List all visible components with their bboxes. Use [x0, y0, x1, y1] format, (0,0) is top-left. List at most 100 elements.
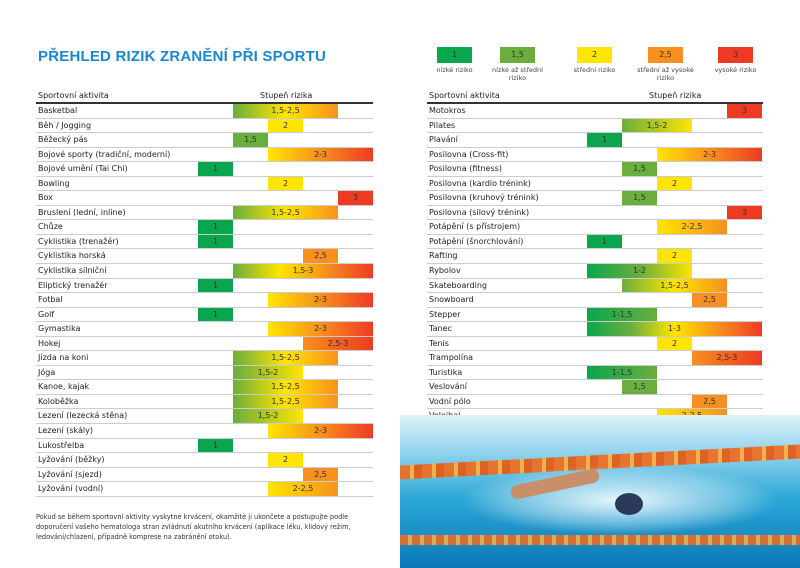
page-title: PŘEHLED RIZIK ZRANĚNÍ PŘI SPORTU: [38, 48, 327, 65]
table-row: Bojové umění (Tai Chi) 1: [36, 162, 373, 177]
legend-label: nízké riziko: [436, 66, 473, 74]
activity-name: Jízda na koni: [38, 353, 89, 363]
legend-swatch: 1: [437, 47, 472, 63]
table-row: Eliptický trenažér 1: [36, 278, 373, 294]
left-risk-table: Sportovní aktivita Stupeň rizika Basketb…: [36, 88, 373, 497]
risk-bar: 1: [198, 438, 233, 453]
table-row: Jízda na koni 1,5-2,5: [36, 351, 373, 366]
header-activity: Sportovní aktivita: [38, 91, 109, 100]
table-row: Rafting 2: [427, 249, 763, 265]
risk-bar: 2-3: [657, 147, 762, 162]
activity-name: Tenis: [429, 338, 449, 348]
table-row: Posilovna (silový trénink) 3: [427, 205, 763, 221]
activity-name: Lyžování (běžky): [38, 455, 105, 465]
activity-name: Cyklistika silniční: [38, 266, 107, 276]
table-row: Koloběžka 1,5-2,5: [36, 394, 373, 410]
risk-bar: 1,5-3: [233, 264, 373, 278]
table-row: Kanoe, kajak 1,5-2,5: [36, 380, 373, 395]
activity-name: Golf: [38, 309, 55, 319]
legend-swatch: 3: [718, 47, 753, 63]
legend-item: 3 vysoké riziko: [701, 47, 771, 74]
risk-bar: 1-1,5: [587, 365, 657, 380]
legend-swatch: 2,5: [648, 47, 683, 63]
legend-label: střední až vysoké riziko: [637, 66, 694, 82]
risk-bar: 2: [657, 336, 692, 351]
activity-name: Lukostřelba: [38, 440, 85, 450]
activity-name: Lyžování (vodní): [38, 484, 104, 494]
table-row: Snowboard 2,5: [427, 293, 763, 308]
activity-name: Plavání: [429, 135, 458, 145]
activity-name: Potápění (s přístrojem): [429, 222, 521, 232]
table-row: Posilovna (kruhový trénink) 1,5: [427, 191, 763, 206]
table-row: Vodní pólo 2,5: [427, 394, 763, 410]
activity-name: Kanoe, kajak: [38, 382, 90, 392]
right-risk-table: Sportovní aktivita Stupeň rizika Motokro…: [427, 88, 763, 439]
risk-bar: 3: [727, 205, 762, 220]
risk-bar: 2: [268, 453, 303, 467]
risk-bar: 1: [198, 220, 233, 234]
activity-name: Eliptický trenažér: [38, 280, 108, 290]
table-row: Stepper 1-1,5: [427, 307, 763, 323]
activity-name: Posilovna (silový trénink): [429, 207, 530, 217]
table-row: Cyklistika (trenažér) 1: [36, 234, 373, 250]
activity-name: Posilovna (Cross-fit): [429, 149, 509, 159]
risk-bar: 1,5-2,5: [622, 278, 727, 293]
activity-name: Cyklistika (trenažér): [38, 236, 119, 246]
risk-bar: 1,5-2,5: [233, 380, 338, 394]
activity-name: Stepper: [429, 309, 461, 319]
risk-bar: 2: [657, 249, 692, 263]
risk-bar: 1-3: [587, 322, 762, 336]
table-row: Fotbal 2-3: [36, 293, 373, 308]
activity-name: Motokros: [429, 106, 466, 115]
risk-bar: 1,5-2,5: [233, 394, 338, 409]
legend-swatch: 1,5: [500, 47, 535, 63]
activity-name: Běžecký pás: [38, 135, 88, 145]
risk-bar: 1: [587, 133, 622, 147]
activity-name: Vodní pólo: [429, 396, 471, 406]
table-row: Lyžování (vodní) 2-2,5: [36, 482, 373, 497]
activity-name: Skateboarding: [429, 280, 488, 290]
risk-bar: 2-3: [268, 293, 373, 307]
activity-name: Gymastika: [38, 324, 81, 334]
risk-bar: 2: [268, 118, 303, 133]
risk-bar: 2: [268, 176, 303, 191]
table-row: Trampolína 2,5-3: [427, 351, 763, 366]
risk-bar: 1,5-2: [233, 409, 303, 423]
activity-name: Snowboard: [429, 295, 474, 305]
activity-name: Posilovna (fitness): [429, 164, 502, 174]
risk-bar: 1: [587, 234, 622, 249]
swimmer-photo: [400, 415, 800, 568]
activity-name: Rybolov: [429, 266, 461, 276]
risk-bar: 2-3: [268, 424, 373, 438]
header-risk: Stupeň rizika: [260, 91, 313, 100]
activity-name: Turistika: [429, 367, 463, 377]
risk-bar: 2-2,5: [657, 220, 727, 234]
table-row: Skateboarding 1,5-2,5: [427, 278, 763, 294]
legend-item: 2 střední riziko: [560, 47, 630, 74]
table-row: Lyžování (běžky) 2: [36, 453, 373, 468]
risk-bar: 1: [198, 307, 233, 322]
legend-label: vysoké riziko: [714, 66, 757, 74]
legend-item: 2,5 střední až vysoké riziko: [631, 47, 701, 82]
activity-name: Chůze: [38, 222, 63, 232]
risk-bar: 1,5: [622, 162, 657, 176]
table-row: Bojové sporty (tradiční, moderní) 2-3: [36, 147, 373, 163]
table-row: Potápění (s přístrojem) 2-2,5: [427, 220, 763, 235]
risk-bar: 1,5-2,5: [233, 205, 338, 220]
activity-name: Box: [38, 193, 53, 203]
header-activity: Sportovní aktivita: [429, 91, 500, 100]
risk-bar: 2,5: [303, 467, 338, 482]
table-row: Posilovna (Cross-fit) 2-3: [427, 147, 763, 163]
activity-name: Bojové sporty (tradiční, moderní): [38, 149, 171, 159]
table-row: Běh / Jogging 2: [36, 118, 373, 134]
table-row: Pilates 1,5-2: [427, 118, 763, 134]
table-header: Sportovní aktivita Stupeň rizika: [427, 88, 763, 104]
risk-bar: 1,5-2: [622, 118, 692, 133]
activity-name: Koloběžka: [38, 396, 79, 406]
risk-bar: 1,5: [233, 133, 268, 147]
risk-bar: 1,5-2,5: [233, 351, 338, 365]
table-row: Posilovna (kardio trénink) 2: [427, 176, 763, 192]
table-row: Box 3: [36, 191, 373, 206]
table-row: Tanec 1-3: [427, 322, 763, 337]
activity-name: Tanec: [429, 324, 452, 334]
